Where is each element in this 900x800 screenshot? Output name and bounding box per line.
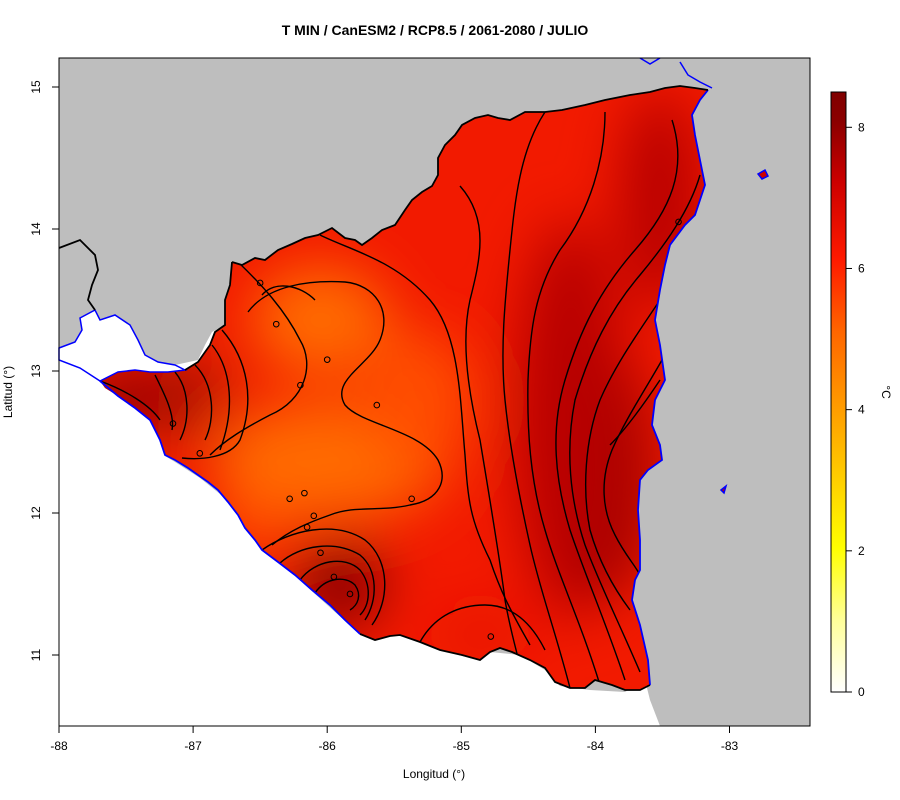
station-marker bbox=[286, 495, 293, 503]
y-axis: 15 14 13 12 11 Latitud (°) bbox=[1, 80, 59, 661]
colorbar: 0 2 4 6 8 °C bbox=[830, 91, 893, 699]
border-costarica bbox=[359, 633, 651, 691]
y-axis-label: Latitud (°) bbox=[1, 366, 15, 418]
station-marker bbox=[330, 573, 338, 581]
colorbar-tick-label: 4 bbox=[858, 403, 865, 417]
colorbar-gradient bbox=[830, 91, 847, 693]
y-tick-label: 14 bbox=[29, 222, 43, 236]
x-axis: -88 -87 -86 -85 -84 -83 Longitud (°) bbox=[50, 725, 739, 781]
colorbar-tick-label: 0 bbox=[858, 685, 865, 699]
station-marker bbox=[317, 549, 324, 557]
caribbean-coast-north bbox=[639, 57, 713, 89]
station-marker bbox=[487, 633, 495, 640]
station-marker bbox=[408, 495, 415, 503]
station-marker bbox=[373, 401, 381, 409]
x-tick-label: -84 bbox=[587, 739, 605, 753]
colorbar-tick-label: 8 bbox=[858, 120, 865, 134]
y-tick-label: 15 bbox=[29, 80, 43, 94]
coastline bbox=[99, 380, 361, 635]
colorbar-label: °C bbox=[879, 385, 893, 399]
station-marker bbox=[675, 218, 682, 226]
x-tick-label: -86 bbox=[319, 739, 337, 753]
border-honduras bbox=[231, 85, 709, 266]
station-marker bbox=[323, 356, 331, 363]
coastline-east bbox=[631, 89, 709, 686]
gulf-fonseca bbox=[58, 308, 188, 382]
station-marker bbox=[272, 320, 280, 328]
y-tick-label: 11 bbox=[29, 648, 43, 661]
y-tick-label: 13 bbox=[29, 364, 43, 378]
pacific-sea bbox=[59, 310, 660, 726]
plot-area bbox=[59, 58, 810, 726]
station-marker bbox=[346, 590, 354, 598]
x-tick-label: -88 bbox=[50, 739, 68, 753]
colorbar-tick-label: 2 bbox=[858, 544, 865, 558]
x-tick-label: -83 bbox=[721, 739, 739, 753]
map-title: T MIN / CanESM2 / RCP8.5 / 2061-2080 / J… bbox=[282, 22, 589, 38]
station-marker bbox=[310, 512, 318, 520]
station-marker bbox=[196, 450, 204, 457]
station-marker bbox=[256, 279, 264, 287]
contour-lines bbox=[100, 111, 701, 689]
border-elsalvador bbox=[58, 238, 99, 311]
station-marker bbox=[303, 523, 311, 531]
island-corn bbox=[756, 168, 770, 180]
border-honduras-west bbox=[184, 261, 233, 371]
x-tick-label: -87 bbox=[184, 739, 202, 753]
y-tick-label: 12 bbox=[29, 506, 43, 520]
station-markers bbox=[169, 218, 682, 640]
station-marker bbox=[301, 489, 308, 497]
x-axis-label: Longitud (°) bbox=[403, 767, 465, 781]
x-tick-label: -85 bbox=[453, 739, 471, 753]
island-small bbox=[719, 483, 728, 495]
colorbar-tick-label: 6 bbox=[858, 261, 865, 275]
station-marker bbox=[297, 381, 304, 389]
station-marker bbox=[169, 420, 177, 427]
